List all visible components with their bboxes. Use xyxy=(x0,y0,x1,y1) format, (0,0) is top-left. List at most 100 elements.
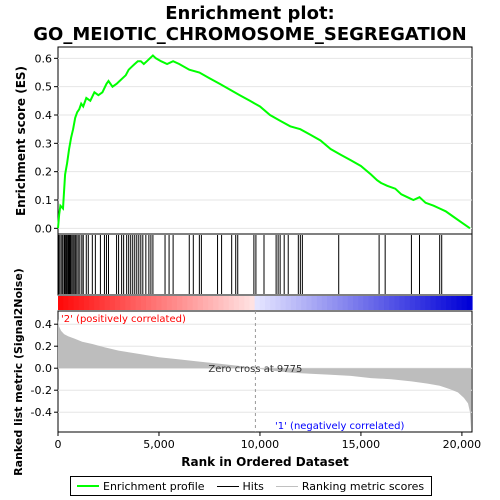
colorbar-segment xyxy=(239,296,245,310)
metric-y-axis-label: Ranked list metric (Signal2Noise) xyxy=(12,268,25,476)
hits-panel-frame xyxy=(57,233,473,296)
metric-tick-label: 0.2 xyxy=(35,340,53,353)
colorbar-segment xyxy=(197,296,204,310)
colorbar-segment xyxy=(394,296,401,310)
legend-swatch-hits xyxy=(216,485,239,487)
positive-correlation-label: '2' (positively correlated) xyxy=(61,314,186,325)
legend-label-hits: Hits xyxy=(242,479,264,493)
colorbar-segment xyxy=(63,296,69,310)
colorbar-segment xyxy=(373,296,380,310)
colorbar-segment xyxy=(202,296,209,310)
metric-tick-label: 0.0 xyxy=(35,362,53,375)
colorbar-segment xyxy=(378,296,385,310)
es-tick-label: 0.5 xyxy=(35,81,53,94)
rank-colorbar xyxy=(58,296,473,310)
colorbar-segment xyxy=(389,296,395,310)
legend-swatch-ranking-metric xyxy=(275,485,298,487)
colorbar-segment xyxy=(409,296,416,310)
colorbar-segment xyxy=(461,296,468,310)
es-tick-label: 0.1 xyxy=(35,194,53,207)
colorbar-segment xyxy=(130,296,137,310)
colorbar-segment xyxy=(399,296,406,310)
colorbar-segment xyxy=(311,296,318,310)
colorbar-segment xyxy=(213,296,220,310)
colorbar-segment xyxy=(327,296,333,310)
legend: Enrichment profile Hits Ranking metric s… xyxy=(70,476,432,496)
colorbar-segment xyxy=(187,296,194,310)
colorbar-segment xyxy=(135,296,142,310)
x-tick-label: 5,000 xyxy=(143,438,175,451)
colorbar-segment xyxy=(120,296,126,310)
chart-title-line2: GO_MEIOTIC_CHROMOSOME_SEGREGATION xyxy=(33,24,466,45)
colorbar-segment xyxy=(446,296,452,310)
colorbar-segment xyxy=(192,296,199,310)
colorbar-segment xyxy=(109,296,116,310)
enrichment-profile-line xyxy=(57,54,471,230)
es-tick-label: 0.3 xyxy=(35,137,53,150)
colorbar-segment xyxy=(306,296,313,310)
colorbar-segment xyxy=(140,296,147,310)
colorbar-segment xyxy=(342,296,349,310)
colorbar-segment xyxy=(337,296,344,310)
colorbar-segment xyxy=(83,296,90,310)
colorbar-segment xyxy=(182,296,188,310)
colorbar-segment xyxy=(363,296,370,310)
colorbar-segment xyxy=(280,296,287,310)
colorbar-segment xyxy=(430,296,437,310)
colorbar-segment xyxy=(177,296,183,310)
colorbar-segment xyxy=(145,296,152,310)
colorbar-segment xyxy=(166,296,173,310)
colorbar-segment xyxy=(301,296,307,310)
x-tick-label: 0 xyxy=(55,438,62,451)
x-tick-label: 10,000 xyxy=(241,438,280,451)
colorbar-segment xyxy=(440,296,447,310)
colorbar-segment xyxy=(223,296,230,310)
chart-title-line1: Enrichment plot: xyxy=(165,3,335,24)
legend-item-ranking-metric: Ranking metric scores xyxy=(275,480,424,493)
colorbar-segment xyxy=(285,296,292,310)
es-panel-frame xyxy=(57,46,473,235)
colorbar-segment xyxy=(332,296,339,310)
colorbar-segment xyxy=(270,296,276,310)
colorbar-segment xyxy=(94,296,100,310)
es-tick-label: 0.6 xyxy=(35,52,53,65)
colorbar-segment xyxy=(171,296,178,310)
colorbar-segment xyxy=(275,296,282,310)
colorbar-segment xyxy=(156,296,163,310)
colorbar-segment xyxy=(451,296,458,310)
colorbar-segment xyxy=(73,296,80,310)
colorbar-segment xyxy=(368,296,375,310)
es-tick-label: 0.2 xyxy=(35,166,53,179)
legend-item-hits: Hits xyxy=(216,479,264,493)
colorbar-segment xyxy=(404,296,411,310)
colorbar-segment xyxy=(415,296,421,310)
ranking-metric-area xyxy=(58,318,471,429)
negative-correlation-label: '1' (negatively correlated) xyxy=(275,421,404,432)
es-y-axis-label: Enrichment score (ES) xyxy=(14,66,28,216)
colorbar-segment xyxy=(296,296,302,310)
x-tick-label: 15,000 xyxy=(342,438,381,451)
colorbar-segment xyxy=(161,296,168,310)
colorbar-segment xyxy=(265,296,271,310)
legend-item-enrichment-profile: Enrichment profile xyxy=(77,480,205,493)
colorbar-segment xyxy=(420,296,427,310)
colorbar-segment xyxy=(249,296,256,310)
colorbar-segment xyxy=(352,296,359,310)
colorbar-segment xyxy=(259,296,266,310)
colorbar-segment xyxy=(89,296,95,310)
es-gridlines xyxy=(58,57,472,229)
colorbar-segment xyxy=(68,296,75,310)
metric-tick-label: 0.4 xyxy=(35,318,53,331)
colorbar-segment xyxy=(104,296,111,310)
legend-swatch-enrichment-profile xyxy=(77,485,99,487)
colorbar-segment xyxy=(435,296,442,310)
colorbar-segment xyxy=(244,296,251,310)
colorbar-segment xyxy=(99,296,106,310)
es-tick-label: 0.4 xyxy=(35,109,53,122)
colorbar-segment xyxy=(384,296,390,310)
metric-y-ticks: 0.4 0.2 0.0 -0.2 -0.4 xyxy=(31,318,58,419)
zero-cross-annotation: Zero cross at 9775 xyxy=(208,364,302,375)
colorbar-segment xyxy=(290,296,297,310)
x-tick-label: 20,000 xyxy=(443,438,482,451)
